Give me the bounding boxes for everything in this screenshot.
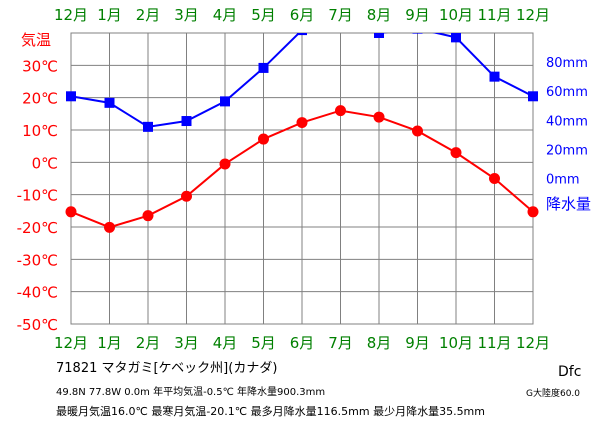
station-extremes: 最暖月気温16.0℃ 最寒月気温-20.1℃ 最多月降水量116.5mm 最少月… xyxy=(56,405,485,418)
temperature-point xyxy=(65,206,77,218)
precipitation-tick-label: 60mm xyxy=(546,85,588,100)
precipitation-tick-label: 0mm xyxy=(546,173,580,188)
temperature-tick-label: 20℃ xyxy=(22,90,58,108)
temperature-point xyxy=(335,105,346,117)
temperature-tick-label: 0℃ xyxy=(32,154,58,172)
bottom-month-label: 6月 xyxy=(290,334,315,352)
bottom-month-label: 10月 xyxy=(439,334,473,352)
temperature-point xyxy=(412,125,423,137)
temperature-point xyxy=(489,173,500,184)
temperature-tick-label: -50℃ xyxy=(17,316,58,334)
temperature-point xyxy=(181,190,192,202)
precipitation-tick-label: 40mm xyxy=(546,114,588,129)
precipitation-axis-title: 降水量 xyxy=(546,195,591,213)
precipitation-point xyxy=(258,62,269,73)
precipitation-point xyxy=(66,91,76,102)
bottom-month-label: 2月 xyxy=(136,334,161,352)
top-month-label: 3月 xyxy=(174,6,199,24)
bottom-month-label: 12月 xyxy=(54,334,88,352)
precipitation-point xyxy=(143,121,153,132)
temperature-point xyxy=(527,206,539,218)
temperature-tick-label: 10℃ xyxy=(22,122,58,140)
bottom-month-label: 12月 xyxy=(516,334,550,352)
continentality-index: G大陸度60.0 xyxy=(526,389,581,399)
precipitation-point xyxy=(528,91,538,102)
temperature-point xyxy=(219,158,231,170)
precipitation-point xyxy=(297,33,307,36)
temperature-point xyxy=(450,147,462,159)
temperature-point xyxy=(258,133,269,145)
bottom-month-label: 8月 xyxy=(367,334,392,352)
station-summary: 49.8N 77.8W 0.0m 年平均気温-0.5℃ 年降水量900.3mm xyxy=(56,387,326,398)
precipitation-tick-label: 20mm xyxy=(546,143,588,158)
bottom-month-label: 4月 xyxy=(213,334,238,352)
bottom-month-label: 9月 xyxy=(405,334,430,352)
top-month-label: 10月 xyxy=(439,6,473,24)
temperature-point xyxy=(373,111,385,123)
climate-code: Dfc xyxy=(558,364,582,380)
precipitation-point xyxy=(104,97,115,108)
precipitation-point xyxy=(451,33,461,43)
bottom-month-label: 11月 xyxy=(477,334,511,352)
station-name: 71821 マタガミ[ケベック州](カナダ) xyxy=(56,361,278,376)
temperature-axis-title: 気温 xyxy=(21,31,51,49)
temperature-tick-label: -40℃ xyxy=(17,284,58,302)
bottom-month-label: 3月 xyxy=(174,334,199,352)
precipitation-point xyxy=(220,96,230,107)
temperature-axis: 30℃ 20℃ 10℃ 0℃ -10℃ -20℃ -30℃ -40℃ -50℃ xyxy=(17,57,58,334)
precipitation-axis: 80mm 60mm 40mm 20mm 0mm xyxy=(546,56,588,187)
series-layer xyxy=(65,33,539,233)
grid xyxy=(70,32,534,325)
top-month-label: 12月 xyxy=(54,6,88,24)
precipitation-point xyxy=(181,116,192,127)
temperature-point xyxy=(104,221,115,233)
top-month-label: 2月 xyxy=(136,6,161,24)
top-month-label: 7月 xyxy=(328,6,353,24)
top-month-label: 11月 xyxy=(477,6,511,24)
bottom-month-label: 7月 xyxy=(328,334,353,352)
bottom-month-label: 5月 xyxy=(251,334,276,352)
temperature-point xyxy=(142,210,154,222)
bottom-month-labels: 12月 1月 2月 3月 4月 5月 6月 7月 8月 9月 10月 11月 12月 xyxy=(54,334,550,352)
temperature-tick-label: -10℃ xyxy=(17,187,58,205)
temperature-tick-label: 30℃ xyxy=(22,57,58,75)
top-month-label: 6月 xyxy=(290,6,315,24)
temperature-tick-label: -30℃ xyxy=(17,251,58,269)
temperature-tick-label: -20℃ xyxy=(17,219,58,237)
precipitation-tick-label: 80mm xyxy=(546,56,588,71)
top-month-labels: 12月 1月 2月 3月 4月 5月 6月 7月 8月 9月 10月 11月 12月 xyxy=(54,6,550,24)
top-month-label: 12月 xyxy=(516,6,550,24)
temperature-point xyxy=(296,117,308,129)
bottom-month-label: 1月 xyxy=(97,334,122,352)
precipitation-point xyxy=(489,71,500,82)
top-month-label: 9月 xyxy=(405,6,430,24)
top-month-label: 8月 xyxy=(367,6,392,24)
precipitation-point xyxy=(374,33,384,38)
precipitation-point xyxy=(412,33,423,34)
top-month-label: 5月 xyxy=(251,6,276,24)
top-month-label: 1月 xyxy=(97,6,122,24)
top-month-label: 4月 xyxy=(213,6,238,24)
